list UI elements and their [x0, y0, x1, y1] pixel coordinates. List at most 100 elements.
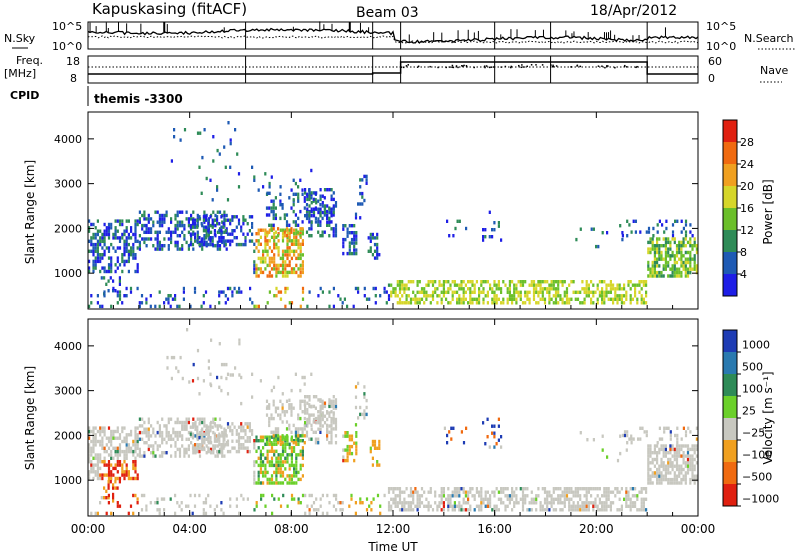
range-cell	[539, 287, 542, 291]
range-cell	[141, 213, 144, 218]
range-cell	[674, 433, 677, 438]
range-cell	[609, 280, 612, 284]
range-cell	[653, 260, 656, 265]
range-cell	[658, 447, 661, 452]
range-cell	[500, 490, 503, 494]
range-cell	[147, 427, 150, 431]
range-cell	[264, 467, 267, 471]
range-cell	[266, 449, 269, 453]
range-cell	[310, 405, 313, 409]
range-cell	[440, 283, 443, 287]
range-cell	[317, 417, 320, 422]
range-cell	[110, 266, 113, 270]
range-cell	[581, 280, 584, 284]
range-cell	[182, 286, 185, 291]
range-cell	[475, 280, 478, 284]
range-cell	[301, 399, 304, 403]
range-cell	[136, 269, 139, 274]
range-cell	[319, 404, 322, 409]
range-cell	[170, 434, 173, 438]
range-cell	[321, 210, 324, 215]
range-cell	[653, 464, 656, 468]
range-cell	[628, 437, 631, 441]
range-cell	[310, 209, 313, 214]
range-cell	[103, 292, 106, 296]
range-cell	[192, 417, 195, 421]
range-cell	[165, 213, 168, 218]
range-cell	[259, 439, 262, 443]
range-cell	[174, 227, 177, 231]
range-cell	[645, 290, 648, 294]
range-cell	[107, 486, 110, 490]
range-cell	[189, 432, 192, 436]
range-cell	[202, 242, 205, 247]
range-cell	[392, 290, 395, 294]
range-cell	[359, 178, 362, 182]
range-cell	[270, 430, 273, 434]
range-cell	[686, 270, 690, 275]
range-cell	[270, 456, 274, 460]
range-cell	[123, 449, 126, 454]
range-cell	[684, 481, 687, 485]
range-cell	[687, 426, 690, 430]
range-cell	[94, 259, 97, 264]
range-cell	[636, 494, 639, 498]
range-cell	[664, 477, 667, 482]
range-cell	[299, 256, 302, 261]
range-cell	[284, 228, 287, 232]
range-cell	[662, 461, 665, 465]
range-cell	[134, 439, 137, 444]
range-cell	[295, 256, 298, 261]
range-cell	[376, 493, 380, 498]
range-cell	[552, 508, 555, 512]
range-cell	[194, 239, 197, 243]
range-cell	[150, 230, 153, 234]
range-cell	[308, 188, 311, 192]
range-cell	[684, 477, 687, 482]
range-cell	[118, 297, 122, 301]
range-cell	[500, 287, 503, 291]
range-cell	[198, 165, 201, 169]
range-cell	[196, 230, 199, 234]
range-cell	[152, 223, 155, 228]
range-cell	[675, 270, 679, 275]
range-cell	[226, 372, 230, 376]
range-cell	[103, 433, 106, 437]
range-cell	[401, 283, 404, 287]
range-cell	[401, 301, 404, 305]
range-cell	[163, 217, 166, 221]
range-cell	[607, 487, 610, 491]
range-cell	[270, 249, 274, 253]
range-cell	[158, 444, 161, 448]
range-cell	[319, 411, 322, 415]
range-cell	[224, 229, 227, 233]
range-cell	[272, 209, 275, 214]
range-cell	[332, 213, 335, 217]
range-cell	[304, 493, 307, 498]
range-cell	[379, 294, 382, 298]
range-cell	[678, 471, 681, 475]
range-cell	[270, 256, 274, 261]
range-cell	[268, 181, 271, 186]
range-cell	[92, 456, 95, 460]
range-cell	[623, 294, 626, 298]
range-cell	[429, 504, 432, 508]
range-cell	[371, 443, 374, 447]
range-cell	[274, 410, 277, 414]
range-cell	[207, 436, 210, 440]
range-cell	[306, 197, 309, 202]
range-cell	[392, 490, 395, 494]
range-cell	[132, 453, 135, 457]
range-cell	[363, 412, 366, 417]
range-cell	[473, 283, 476, 287]
range-cell	[110, 511, 113, 516]
range-cell	[664, 237, 667, 241]
range-cell	[138, 220, 141, 224]
range-cell	[277, 239, 280, 243]
range-cell	[103, 242, 106, 247]
range-cell	[116, 236, 119, 240]
range-cell	[649, 270, 652, 275]
range-cell	[301, 263, 304, 268]
range-cell	[548, 287, 551, 291]
range-cell	[112, 492, 115, 497]
